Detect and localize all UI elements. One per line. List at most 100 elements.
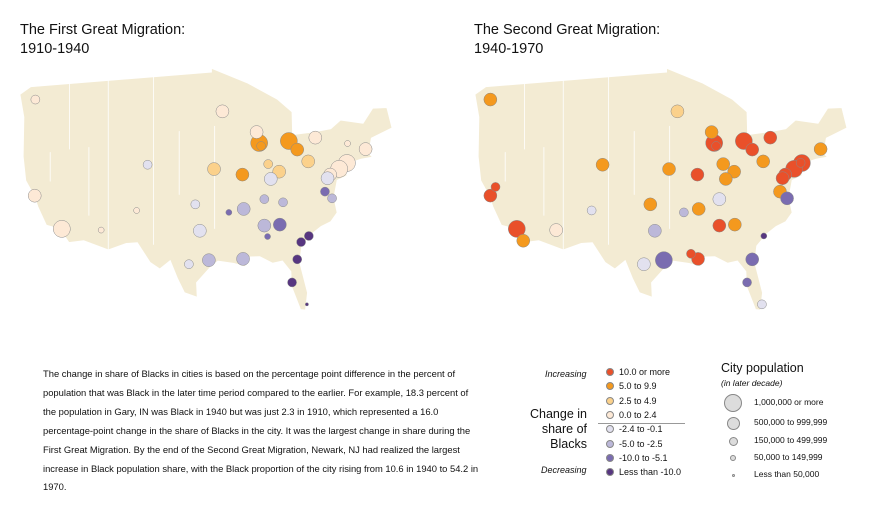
color-legend-title-line1: Change in: [530, 407, 587, 421]
color-legend-item: -10.0 to -5.1: [606, 453, 668, 463]
color-legend-item: Less than -10.0: [606, 467, 681, 477]
city-marker: [745, 252, 759, 267]
city-marker: [97, 226, 105, 234]
city-marker: [292, 254, 302, 265]
maps-canvas: [19, 67, 848, 311]
city-marker: [225, 209, 233, 216]
city-marker: [207, 162, 221, 176]
city-marker: [257, 218, 272, 233]
city-marker: [236, 202, 251, 216]
city-marker: [264, 172, 278, 186]
city-marker: [320, 186, 330, 197]
city-marker: [716, 157, 730, 171]
city-marker: [742, 277, 752, 288]
increasing-label: Increasing: [545, 369, 587, 379]
city-marker: [249, 125, 264, 139]
city-marker: [296, 237, 306, 247]
color-legend-item: 5.0 to 9.9: [606, 381, 657, 391]
color-swatch-icon: [606, 439, 614, 448]
color-legend-label: 5.0 to 9.9: [619, 381, 657, 392]
city-marker: [691, 202, 706, 216]
city-marker: [490, 182, 501, 192]
city-marker: [670, 104, 685, 119]
city-marker: [813, 142, 828, 156]
city-marker: [327, 193, 337, 204]
city-marker: [637, 257, 651, 271]
map1-title-line1: The First Great Migration:: [20, 22, 186, 38]
map2-us-land: [474, 67, 848, 311]
city-marker: [775, 171, 790, 185]
city-marker: [757, 299, 767, 310]
city-marker: [719, 172, 733, 186]
color-legend-label: Less than -10.0: [619, 467, 682, 478]
color-swatch-icon: [606, 410, 614, 419]
color-legend-label: 2.5 to 4.9: [619, 395, 657, 406]
color-swatch-icon: [606, 382, 614, 391]
color-legend-label: -2.4 to -0.1: [619, 424, 663, 435]
size-swatch-icon: [730, 455, 736, 461]
city-marker: [215, 104, 230, 119]
color-legend-item: 2.5 to 4.9: [606, 396, 657, 406]
legend-divider: [598, 423, 685, 424]
city-marker: [30, 94, 41, 105]
city-marker: [344, 140, 351, 147]
city-marker: [686, 249, 696, 259]
decreasing-label: Decreasing: [541, 465, 587, 475]
city-marker: [193, 224, 207, 238]
color-legend-title: Change in share of Blacks: [505, 407, 587, 452]
city-marker: [184, 259, 194, 269]
city-marker: [273, 217, 287, 232]
size-legend-label: 1,000,000 or more: [754, 397, 824, 407]
size-legend-label: 150,000 to 499,999: [754, 435, 828, 445]
size-swatch-icon: [724, 394, 742, 412]
city-marker: [320, 171, 335, 185]
city-marker: [586, 205, 597, 216]
size-legend-label: Less than 50,000: [754, 469, 820, 479]
city-marker: [358, 142, 373, 156]
city-marker: [679, 207, 689, 218]
city-marker: [483, 188, 498, 203]
size-swatch-icon: [726, 416, 740, 430]
color-legend-item: -5.0 to -2.5: [606, 439, 663, 449]
color-legend-label: -10.0 to -5.1: [619, 452, 668, 463]
city-marker: [308, 130, 323, 145]
size-swatch-icon: [731, 473, 735, 477]
size-legend-title: City population: [721, 361, 804, 375]
city-marker: [756, 154, 770, 169]
city-marker: [549, 223, 563, 237]
city-marker: [263, 159, 273, 169]
color-legend-item: 10.0 or more: [606, 367, 670, 377]
map2-title-line1: The Second Great Migration:: [474, 22, 661, 38]
city-marker: [648, 224, 662, 238]
color-legend-label: 0.0 to 2.4: [619, 409, 657, 420]
city-marker: [235, 167, 250, 182]
city-marker: [728, 217, 742, 232]
map1-us-land: [19, 67, 393, 311]
size-legend-subtitle: (in later decade): [721, 378, 783, 388]
city-marker: [655, 251, 673, 269]
city-marker: [256, 141, 266, 151]
color-swatch-icon: [606, 396, 614, 405]
city-marker: [304, 231, 314, 241]
city-marker: [287, 277, 297, 288]
color-legend-label: -5.0 to -2.5: [619, 438, 663, 449]
city-marker: [236, 252, 250, 266]
city-marker: [202, 253, 216, 267]
city-marker: [190, 199, 201, 210]
city-marker: [711, 141, 721, 151]
city-marker: [595, 157, 610, 172]
city-marker: [508, 220, 526, 238]
city-marker: [662, 162, 676, 176]
color-swatch-icon: [606, 425, 614, 434]
city-marker: [305, 302, 309, 307]
size-swatch-icon: [728, 436, 738, 446]
city-marker: [516, 233, 531, 248]
city-marker: [142, 159, 153, 170]
color-legend-item: -2.4 to -0.1: [606, 424, 663, 434]
size-legend-label: 500,000 to 999,999: [754, 417, 828, 427]
size-legend-label: 50,000 to 149,999: [754, 452, 823, 462]
city-marker: [133, 207, 140, 214]
map2-title: The Second Great Migration: 1940-1970: [474, 21, 660, 59]
city-marker: [745, 142, 759, 157]
